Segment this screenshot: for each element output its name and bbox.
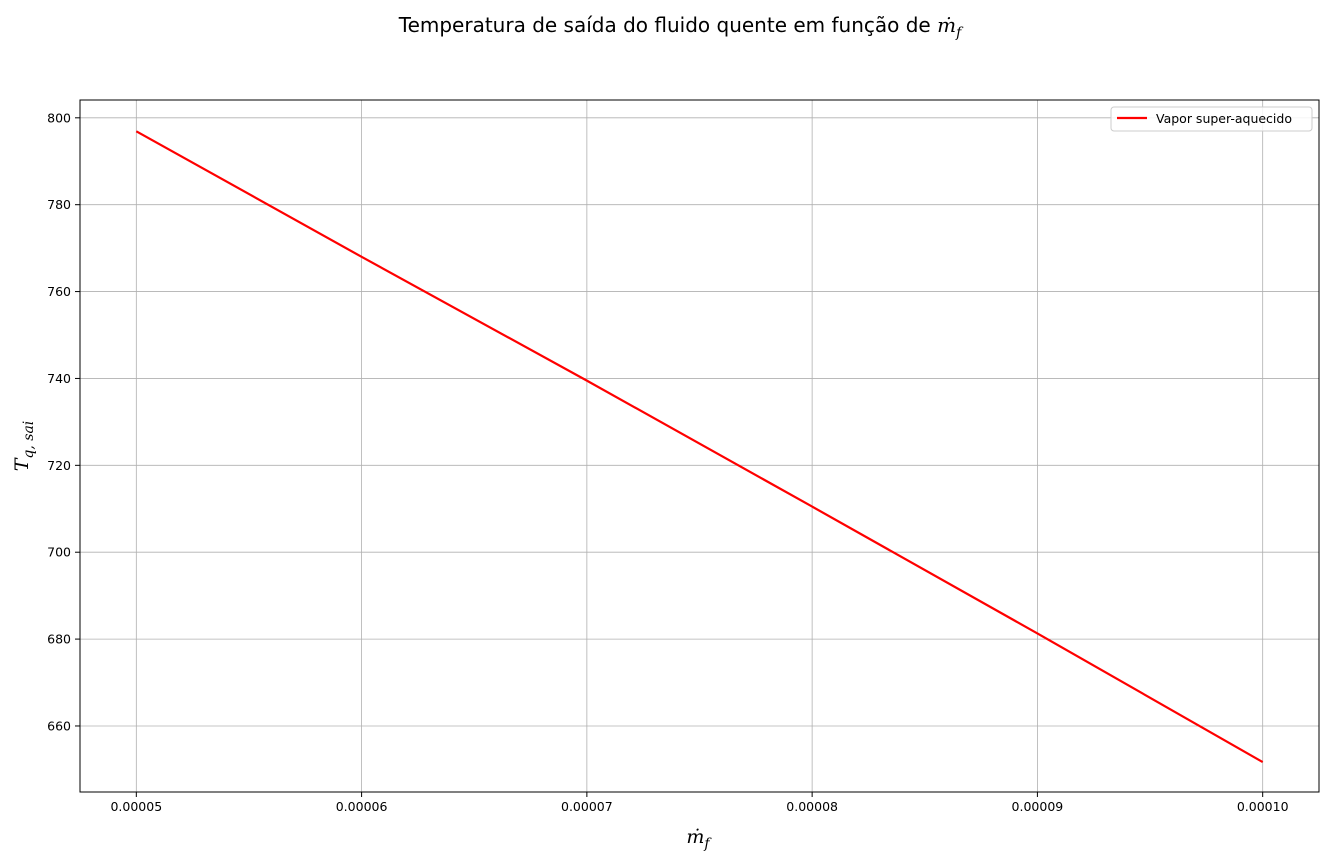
svg-text:Temperatura de saída do fluido: Temperatura de saída do fluido quente em… <box>398 13 964 41</box>
y-tick-label: 660 <box>47 718 71 733</box>
y-tick-label: 800 <box>47 110 71 125</box>
x-axis-label-sub: f <box>703 836 712 852</box>
x-axis-label-main: ṁ <box>686 826 704 848</box>
y-axis-ticks: 660 680 700 720 740 760 780 800 <box>47 110 80 733</box>
title-math-sub: f <box>955 25 964 41</box>
x-tick-label: 0.00007 <box>561 799 613 814</box>
svg-text:Tq, sai: Tq, sai <box>11 421 37 472</box>
y-tick-label: 720 <box>47 458 71 473</box>
chart-title: Temperatura de saída do fluido quente em… <box>398 13 964 41</box>
svg-text:ṁf: ṁf <box>686 826 712 852</box>
x-tick-label: 0.00006 <box>336 799 388 814</box>
title-math: ṁ <box>937 13 956 37</box>
legend-box <box>1110 106 1313 132</box>
y-axis-label-sub: q, sai <box>21 421 37 459</box>
series-layer <box>135 130 1264 763</box>
x-tick-label: 0.00009 <box>1012 799 1064 814</box>
series-line-vapor-super-aquecido <box>135 130 1264 763</box>
x-tick-label: 0.00008 <box>786 799 838 814</box>
y-tick-label: 680 <box>47 632 71 647</box>
y-axis-label: Tq, sai <box>11 421 37 472</box>
legend: Vapor super-aquecido <box>1110 106 1313 132</box>
y-tick-label: 760 <box>47 284 71 299</box>
y-tick-label: 740 <box>47 371 71 386</box>
y-tick-label: 780 <box>47 197 71 212</box>
x-tick-label: 0.00010 <box>1237 799 1289 814</box>
x-axis-ticks: 0.00005 0.00006 0.00007 0.00008 0.00009 0.000… <box>110 792 1289 814</box>
x-tick-label: 0.00005 <box>110 799 162 814</box>
y-tick-label: 700 <box>47 545 71 560</box>
x-axis-label: ṁf <box>686 826 712 852</box>
y-axis-label-main: T <box>11 457 33 471</box>
title-text: Temperatura de saída do fluido quente em… <box>398 13 937 37</box>
plot-area-frame <box>79 99 1320 793</box>
legend-label-vapor-super-aquecido: Vapor super-aquecido <box>1156 111 1292 126</box>
